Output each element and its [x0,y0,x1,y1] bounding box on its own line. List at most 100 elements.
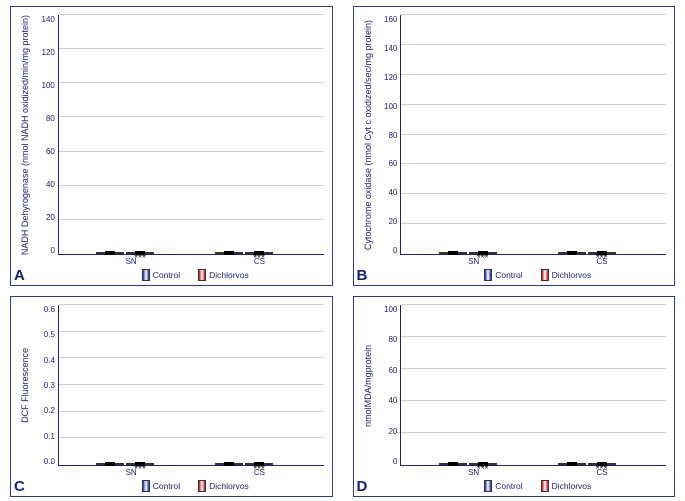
legend-label: Dichlorvos [552,270,592,280]
bar-dichlorvos: *** [126,463,154,465]
y-tick: 80 [46,114,55,123]
grid-line [59,185,324,186]
grid-line [59,384,324,385]
chart-box: DCF Fluorescence0.60.50.40.30.20.10.0***… [10,296,333,497]
grid-line [401,336,666,337]
panel-letter: C [14,478,25,495]
y-tick: 100 [42,81,55,90]
legend-label: Control [153,270,180,280]
legend: Control Dichlorvos [67,269,324,281]
grid-line [401,368,666,369]
panel-letter: B [357,267,368,284]
significance-marker: *** [477,253,489,264]
y-tick: 40 [388,396,397,405]
y-axis-ticks: 0.60.50.40.30.20.10.0 [33,305,58,466]
legend-label: Dichlorvos [552,481,592,491]
chart-grid: NADH Dehyrogenase (nmol NADH oxidized/mi… [0,0,685,501]
y-tick: 80 [388,131,397,140]
chart-box: nmolMDA/mgprotein100806040200******SNCSC… [353,296,676,497]
grid-line [59,151,324,152]
significance-marker: *** [477,464,489,475]
y-tick: 100 [384,102,397,111]
y-axis-label: DCF Fluorescence [19,305,33,466]
y-tick: 80 [388,335,397,344]
legend: Control Dichlorvos [410,269,667,281]
legend-swatch [541,480,549,492]
y-tick: 0.5 [44,330,55,339]
panel-letter: D [357,478,368,495]
plot-area: *** *** [400,305,666,466]
bar-control [439,252,467,254]
bar-dichlorvos: *** [126,252,154,254]
grid-line [401,223,666,224]
bar-group-SN: *** [439,252,497,254]
grid-line [59,48,324,49]
y-tick: 60 [388,366,397,375]
y-axis-ticks: 160140120100806040200 [375,15,400,255]
y-tick: 160 [384,15,397,24]
bar-control [558,463,586,465]
y-axis-label: nmolMDA/mgprotein [362,305,376,466]
legend-item-dichlorvos: Dichlorvos [541,480,592,492]
y-axis-ticks: 140120100806040200 [33,15,58,255]
legend-item-control: Control [142,480,180,492]
y-tick: 0 [393,246,397,255]
significance-marker: *** [596,253,608,264]
y-axis-label: NADH Dehyrogenase (nmol NADH oxidized/mi… [19,15,33,255]
significance-marker: *** [253,253,265,264]
grid-line [59,437,324,438]
y-tick: 100 [384,305,397,314]
y-tick: 60 [388,159,397,168]
x-axis-ticks: SNCS [67,257,324,266]
grid-line [401,74,666,75]
legend-swatch [142,269,150,281]
bar-group-SN: *** [96,463,154,465]
panel-D: nmolMDA/mgprotein100806040200******SNCSC… [343,290,685,501]
grid-line [401,193,666,194]
grid-line [401,163,666,164]
bar-control [215,463,243,465]
bar-group-SN: *** [439,463,497,465]
plot-area: ****** [58,15,324,255]
significance-marker: *** [134,464,146,475]
legend-swatch [541,269,549,281]
panel-A: NADH Dehyrogenase (nmol NADH oxidized/mi… [0,0,343,290]
legend-label: Control [495,270,522,280]
legend-swatch [198,480,206,492]
y-tick: 20 [46,213,55,222]
y-tick: 0.6 [44,305,55,314]
legend: ControlDichlorvos [410,480,667,492]
grid-line [59,331,324,332]
legend-item-control: Control [484,269,522,281]
grid-line [59,116,324,117]
y-tick: 0.4 [44,356,55,365]
y-tick: 0.3 [44,381,55,390]
significance-marker: *** [253,464,265,475]
bar-control [439,463,467,465]
legend-label: Dichlorvos [209,270,249,280]
y-axis-ticks: 100806040200 [375,305,400,466]
bar-group-CS: *** [215,463,273,465]
y-tick: 140 [42,15,55,24]
legend-label: Control [153,481,180,491]
y-tick: 40 [46,180,55,189]
legend-item-dichlorvos: Dichlorvos [541,269,592,281]
bar-control [215,252,243,254]
bar-group-CS: *** [558,252,616,254]
grid-line [59,357,324,358]
x-axis-ticks: SNCS [67,468,324,477]
x-axis-ticks: SNCS [410,257,667,266]
chart-box: NADH Dehyrogenase (nmol NADH oxidized/mi… [10,6,333,286]
bar-dichlorvos: *** [469,463,497,465]
bar-control [96,463,124,465]
y-tick: 20 [388,427,397,436]
y-tick: 20 [388,217,397,226]
panel-C: DCF Fluorescence0.60.50.40.30.20.10.0***… [0,290,343,501]
legend-item-dichlorvos: Dichlorvos [198,480,249,492]
y-tick: 120 [42,48,55,57]
grid-line [59,14,324,15]
bar-dichlorvos: *** [588,463,616,465]
plot-area: *** *** [58,305,324,466]
grid-line [401,134,666,135]
bar-group-CS: *** [558,463,616,465]
